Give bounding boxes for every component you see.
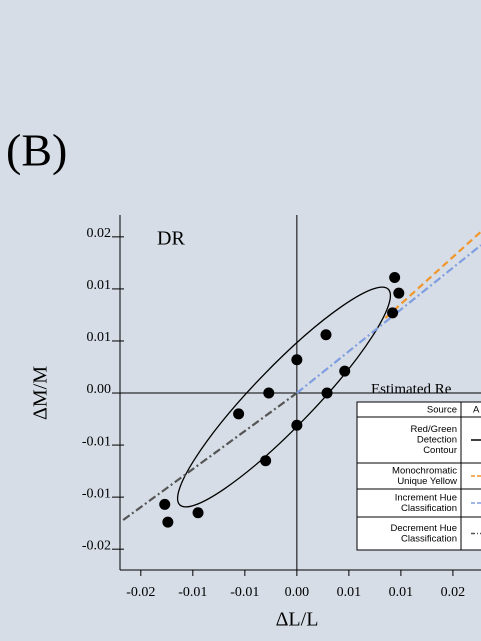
x-axis-label: ΔL/L <box>276 609 319 631</box>
data-point <box>291 419 303 431</box>
legend-label: Classification <box>401 503 457 514</box>
y-tick-label: 0.01 <box>87 278 112 293</box>
legend-header: Source <box>427 405 457 416</box>
panel-label: (B) <box>6 125 67 176</box>
legend-table <box>356 401 481 551</box>
data-point <box>321 387 333 399</box>
legend-label: Detection <box>417 435 457 446</box>
y-tick-label: 0.01 <box>87 330 112 345</box>
legend-label: Contour <box>423 445 457 456</box>
y-tick-label: 0.00 <box>87 382 112 397</box>
data-point <box>192 507 204 519</box>
y-tick-label: -0.01 <box>82 486 111 501</box>
y-axis-label: ΔM/M <box>30 366 52 420</box>
y-tick-label: -0.02 <box>82 538 111 553</box>
model-line <box>296 244 481 394</box>
data-point <box>260 455 272 467</box>
data-point <box>162 516 174 528</box>
x-tick-label: -0.01 <box>178 585 207 600</box>
data-point <box>291 354 303 366</box>
y-tick-label: -0.01 <box>82 434 111 449</box>
data-point <box>233 408 245 420</box>
contour <box>176 286 392 508</box>
legend-label: Decrement Hue <box>390 523 457 534</box>
data-point <box>320 329 332 341</box>
data-point <box>387 307 399 319</box>
legend-label: Increment Hue <box>395 492 457 503</box>
x-tick-label: 0.01 <box>389 585 414 600</box>
data-point <box>389 271 401 283</box>
model-line <box>122 392 298 521</box>
x-tick-label: -0.01 <box>230 585 259 600</box>
data-point <box>339 365 351 377</box>
annotation: DR <box>157 228 185 250</box>
x-tick-label: 0.02 <box>441 585 466 600</box>
legend-label: Monochromatic <box>392 465 457 476</box>
legend-label: Red/Green <box>411 424 457 435</box>
x-tick-label: -0.02 <box>126 585 155 600</box>
x-tick-label: 0.01 <box>337 585 362 600</box>
data-point <box>263 387 275 399</box>
data-point <box>159 498 171 510</box>
legend-header: A <box>473 405 480 416</box>
data-point <box>393 287 405 299</box>
legend-title: Estimated Re <box>371 381 452 397</box>
legend-label: Unique Yellow <box>397 476 457 487</box>
legend-label: Classification <box>401 533 457 544</box>
x-tick-label: 0.00 <box>285 585 310 600</box>
y-tick-label: 0.02 <box>87 226 112 241</box>
